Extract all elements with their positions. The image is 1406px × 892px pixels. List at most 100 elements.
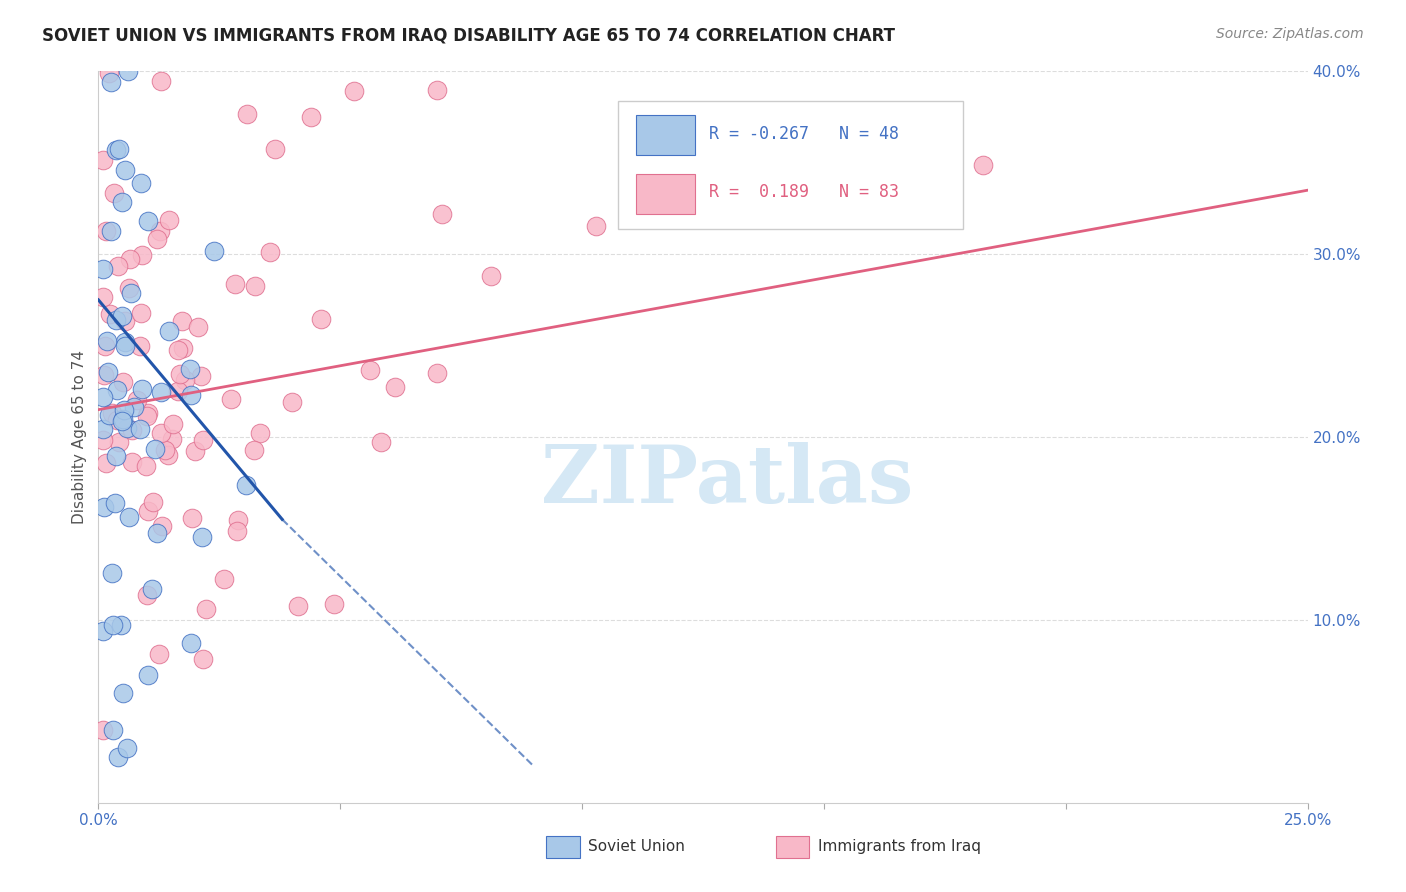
Point xyxy=(100,75,122,89)
Point xyxy=(131,248,153,262)
Point xyxy=(117,64,139,78)
Point xyxy=(111,414,134,428)
Point xyxy=(179,362,201,376)
Point xyxy=(585,219,607,233)
Point xyxy=(131,382,153,396)
Point xyxy=(120,286,142,301)
Point xyxy=(97,365,120,379)
Point xyxy=(343,84,366,98)
Point xyxy=(135,588,157,602)
Point xyxy=(191,433,214,447)
Point xyxy=(157,324,180,338)
Point xyxy=(104,496,127,510)
Point xyxy=(309,312,332,326)
Point xyxy=(135,459,157,474)
Point xyxy=(105,412,128,426)
Point xyxy=(170,314,193,328)
Point xyxy=(114,314,136,328)
Point xyxy=(98,307,121,321)
Point xyxy=(146,526,169,541)
Text: R =  0.189   N = 83: R = 0.189 N = 83 xyxy=(709,183,898,201)
Point xyxy=(167,384,190,399)
Point xyxy=(118,281,141,295)
Point xyxy=(91,433,114,447)
Bar xyxy=(546,836,579,858)
Point xyxy=(194,601,217,615)
Point xyxy=(143,442,166,456)
Point xyxy=(100,224,122,238)
Point xyxy=(235,478,257,492)
Point xyxy=(110,618,132,632)
Point xyxy=(107,750,129,764)
Point xyxy=(157,448,180,462)
Point xyxy=(184,444,207,458)
Point xyxy=(120,252,142,266)
Point xyxy=(91,390,114,404)
Point xyxy=(162,417,184,431)
Point xyxy=(146,232,169,246)
Point xyxy=(181,511,204,525)
Point xyxy=(972,158,994,172)
Point xyxy=(96,334,118,349)
Point xyxy=(191,652,214,666)
Point xyxy=(259,244,281,259)
Point xyxy=(149,224,172,238)
Point xyxy=(105,449,128,463)
Point xyxy=(150,385,173,400)
Point xyxy=(101,618,124,632)
Text: Source: ZipAtlas.com: Source: ZipAtlas.com xyxy=(1216,27,1364,41)
Point xyxy=(128,422,150,436)
Point xyxy=(150,519,173,533)
Point xyxy=(249,425,271,440)
Point xyxy=(112,375,135,389)
Point xyxy=(117,740,139,755)
Text: ZIPatlas: ZIPatlas xyxy=(541,442,914,520)
Point xyxy=(425,367,447,381)
Point xyxy=(98,66,121,80)
Point xyxy=(243,442,266,457)
Point xyxy=(370,434,392,449)
Point xyxy=(150,426,173,441)
Point xyxy=(172,342,194,356)
Point xyxy=(93,500,115,514)
Point xyxy=(141,582,163,597)
Point xyxy=(212,572,235,586)
Point xyxy=(169,367,191,381)
Point xyxy=(219,392,242,407)
Point xyxy=(136,504,159,518)
Point xyxy=(91,422,114,436)
Point xyxy=(263,142,285,156)
Point xyxy=(94,339,117,353)
Point xyxy=(426,83,449,97)
Point xyxy=(105,143,128,157)
Point xyxy=(281,395,304,409)
Point xyxy=(136,668,159,682)
Point xyxy=(479,269,502,284)
Text: Immigrants from Iraq: Immigrants from Iraq xyxy=(818,839,981,855)
Point xyxy=(190,369,212,384)
Point xyxy=(112,403,135,417)
Point xyxy=(225,524,247,538)
Point xyxy=(105,383,128,397)
Point xyxy=(101,406,124,420)
Bar xyxy=(637,115,695,155)
Point xyxy=(111,412,134,426)
Point xyxy=(121,423,143,437)
Point xyxy=(127,392,149,407)
Point xyxy=(100,566,122,580)
Point xyxy=(97,408,120,422)
Y-axis label: Disability Age 65 to 74: Disability Age 65 to 74 xyxy=(72,350,87,524)
Point xyxy=(96,456,118,470)
Point xyxy=(148,647,170,661)
Point xyxy=(174,374,197,388)
Point xyxy=(108,435,131,450)
Text: R = -0.267   N = 48: R = -0.267 N = 48 xyxy=(709,125,898,143)
Point xyxy=(111,309,134,323)
Point xyxy=(114,334,136,349)
Point xyxy=(136,409,159,424)
Point xyxy=(180,388,202,402)
Point xyxy=(103,186,125,200)
Point xyxy=(136,214,159,228)
Point xyxy=(236,107,259,121)
Point xyxy=(94,224,117,238)
